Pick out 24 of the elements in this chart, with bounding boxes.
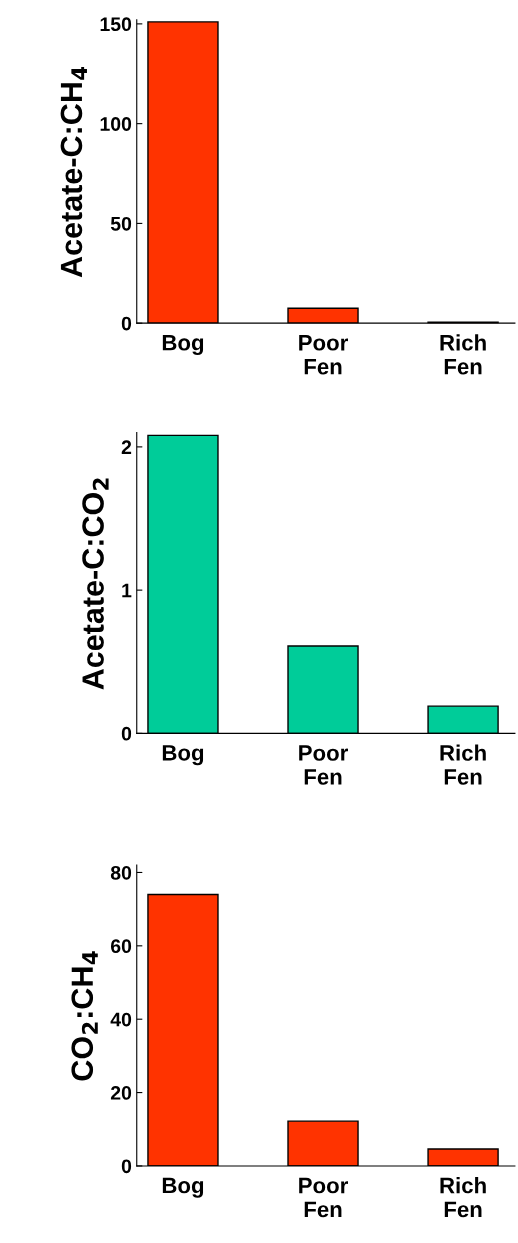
y-axis-title: Acetate-C:CO$_{2}$ xyxy=(82,478,109,690)
x-tick-label: Bog xyxy=(162,1177,204,1198)
x-tick-label: Poor Fen xyxy=(299,1177,348,1218)
y-tick-label: 2 xyxy=(121,440,132,454)
x-tick-label: Poor Fen xyxy=(299,335,348,375)
x-tick-label: Bog xyxy=(162,335,204,356)
y-tick-label: 150 xyxy=(100,17,132,32)
y-axis-title: CO$_{2}$:CH$_{4}$ xyxy=(71,951,98,1081)
y-tick-label: 0 xyxy=(121,1159,132,1174)
y-tick-label: 20 xyxy=(110,1086,132,1100)
y-tick-label: 0 xyxy=(121,316,132,331)
x-tick-label: Rich Fen xyxy=(440,334,486,375)
y-tick-label: 40 xyxy=(110,1012,132,1027)
x-tick-label: Rich Fen xyxy=(440,744,486,785)
x-tick-label: Bog xyxy=(162,745,204,766)
y-tick-label: 100 xyxy=(100,117,132,131)
y-axis-title: Acetate-C:CH$_{4}$ xyxy=(60,66,87,278)
y-tick-label: 80 xyxy=(110,865,132,880)
x-tick-label: Rich Fen xyxy=(440,1177,486,1218)
y-tick-label: 50 xyxy=(110,216,132,231)
y-tick-label: 0 xyxy=(121,726,132,741)
y-tick-label: 1 xyxy=(122,583,132,598)
y-tick-label: 60 xyxy=(110,939,132,954)
x-tick-label: Poor Fen xyxy=(299,745,348,785)
